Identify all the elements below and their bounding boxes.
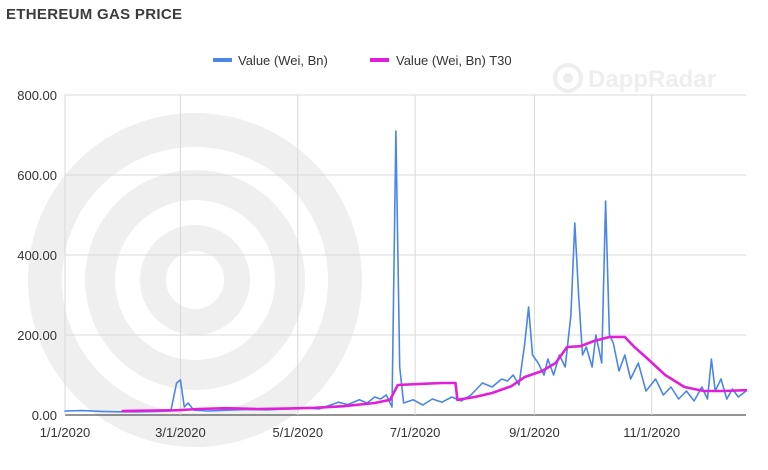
legend-label-value: Value (Wei, Bn) bbox=[238, 53, 328, 68]
series-line-t30 bbox=[121, 335, 748, 413]
series-layer bbox=[64, 130, 748, 413]
grid-lines bbox=[64, 94, 746, 416]
legend-label-t30: Value (Wei, Bn) T30 bbox=[396, 53, 512, 68]
page-title: ETHEREUM GAS PRICE bbox=[6, 6, 183, 23]
y-tick-label: 400.00 bbox=[17, 248, 57, 263]
y-tick-label: 200.00 bbox=[17, 328, 57, 343]
legend: Value (Wei, Bn) Value (Wei, Bn) T30 bbox=[213, 53, 512, 68]
y-tick-label: 800.00 bbox=[17, 88, 57, 103]
axes: 0.00 200.00 400.00 600.00 800.00 1/1/2020 3/1/… bbox=[17, 88, 680, 440]
dappradar-watermark: DappRadar bbox=[28, 63, 716, 447]
x-tick-label: 5/1/2020 bbox=[272, 425, 323, 440]
x-tick-label: 7/1/2020 bbox=[390, 425, 441, 440]
x-tick-label: 1/1/2020 bbox=[40, 425, 91, 440]
x-tick-label: 3/1/2020 bbox=[155, 425, 206, 440]
x-tick-label: 11/1/2020 bbox=[623, 425, 680, 440]
y-tick-label: 0.00 bbox=[32, 408, 57, 423]
y-tick-label: 600.00 bbox=[17, 168, 57, 183]
x-tick-label: 9/1/2020 bbox=[509, 425, 560, 440]
watermark-text: DappRadar bbox=[588, 66, 716, 93]
dappradar-logo-watermark-icon bbox=[28, 113, 362, 447]
dappradar-logo-icon bbox=[553, 63, 583, 93]
